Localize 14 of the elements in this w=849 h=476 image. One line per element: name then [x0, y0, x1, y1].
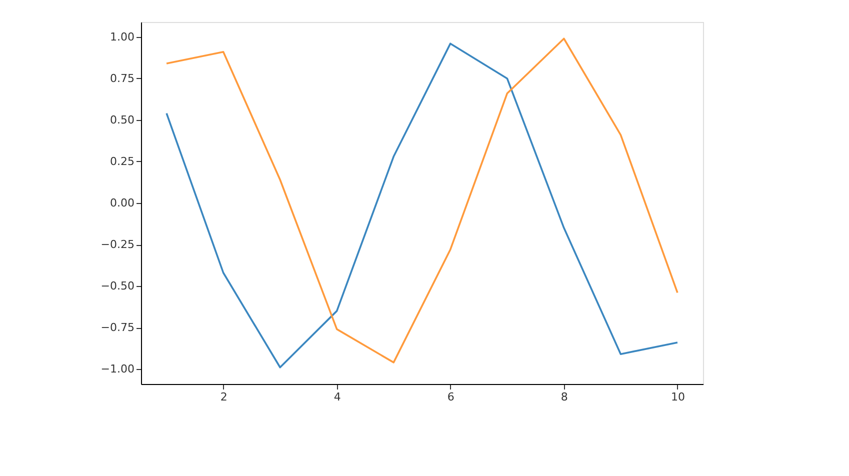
x-tick-label: 4	[334, 390, 341, 404]
y-tick-label: 0.00	[110, 196, 134, 210]
y-tick-label: 1.00	[110, 30, 134, 44]
y-tick-label: 0.75	[110, 72, 134, 85]
y-tick-label: −1.00	[100, 362, 134, 376]
x-tick-label: 8	[560, 390, 568, 404]
x-tick-label: 6	[447, 390, 454, 404]
y-tick-label: −0.50	[100, 280, 134, 293]
y-tick-label: 0.50	[110, 113, 134, 126]
y-tick-label: −0.75	[100, 321, 134, 334]
x-tick-label: 2	[220, 390, 228, 404]
y-tick-label: −0.25	[100, 238, 134, 252]
y-tick-label: 0.25	[110, 154, 134, 168]
x-tick-label: 10	[670, 390, 685, 404]
